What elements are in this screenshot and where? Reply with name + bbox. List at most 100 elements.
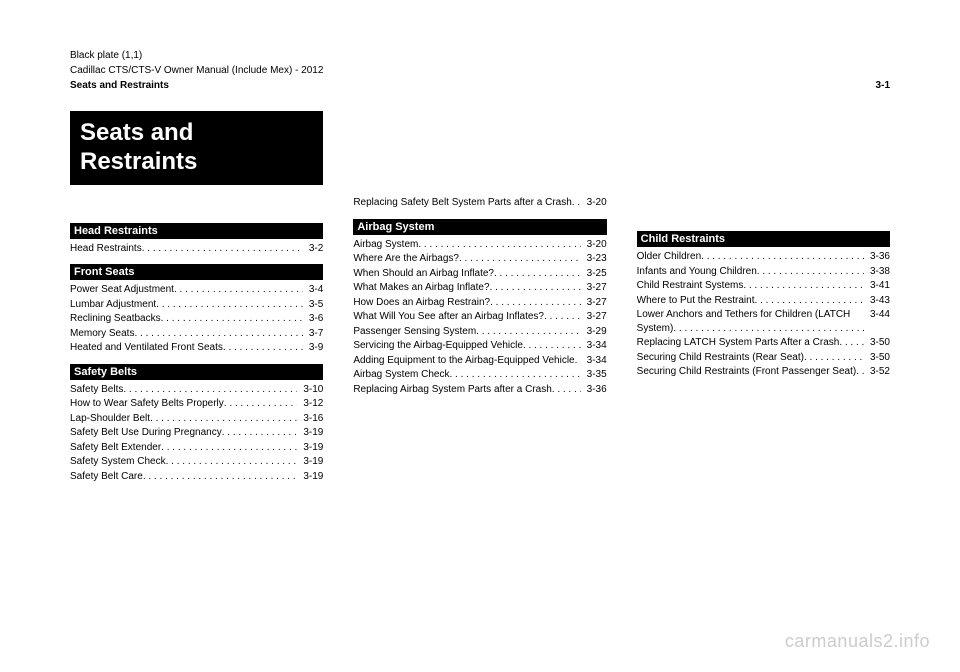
toc-item: Child Restraint Systems 3-41 bbox=[637, 279, 890, 293]
toc-label: Safety Belts bbox=[70, 383, 297, 397]
toc-item: Safety System Check 3-19 bbox=[70, 455, 323, 469]
header-right: 3-1 bbox=[876, 80, 890, 91]
toc-item: Heated and Ventilated Front Seats 3-9 bbox=[70, 341, 323, 355]
toc-page: 3-38 bbox=[864, 265, 890, 279]
toc-label: How to Wear Safety Belts Properly bbox=[70, 397, 297, 411]
toc-label: Where Are the Airbags? bbox=[353, 252, 580, 266]
toc-page: 3-34 bbox=[581, 339, 607, 353]
toc-item: Where to Put the Restraint 3-43 bbox=[637, 294, 890, 308]
toc-item: Replacing Safety Belt System Parts after… bbox=[353, 196, 606, 210]
toc-item: Memory Seats 3-7 bbox=[70, 327, 323, 341]
toc-item: Securing Child Restraints (Rear Seat) 3-… bbox=[637, 351, 890, 365]
toc-item: Lumbar Adjustment 3-5 bbox=[70, 298, 323, 312]
toc-page: 3-50 bbox=[864, 336, 890, 350]
toc-label: Older Children bbox=[637, 250, 864, 264]
section-header-child-restraints: Child Restraints bbox=[637, 231, 890, 247]
toc-page: 3-43 bbox=[864, 294, 890, 308]
chapter-title: Seats and Restraints bbox=[70, 111, 323, 185]
toc-label: Reclining Seatbacks bbox=[70, 312, 303, 326]
toc-label: Safety Belt Use During Pregnancy bbox=[70, 426, 297, 440]
toc-item: Power Seat Adjustment 3-4 bbox=[70, 283, 323, 297]
toc-label: Replacing Safety Belt System Parts after… bbox=[353, 196, 580, 210]
toc-item: Lap-Shoulder Belt 3-16 bbox=[70, 412, 323, 426]
section-header-airbag-system: Airbag System bbox=[353, 219, 606, 235]
toc-label: Where to Put the Restraint bbox=[637, 294, 864, 308]
toc-page: 3-20 bbox=[581, 196, 607, 210]
toc-item: Safety Belts 3-10 bbox=[70, 383, 323, 397]
toc-item: Head Restraints 3-2 bbox=[70, 242, 323, 256]
toc-page: 3-2 bbox=[303, 242, 323, 256]
toc-label: Adding Equipment to the Airbag-Equipped … bbox=[353, 354, 580, 368]
toc-item: What Will You See after an Airbag Inflat… bbox=[353, 310, 606, 324]
section-header-front-seats: Front Seats bbox=[70, 264, 323, 280]
toc-page: 3-19 bbox=[297, 441, 323, 455]
toc-page: 3-29 bbox=[581, 325, 607, 339]
toc-item: How to Wear Safety Belts Properly 3-12 bbox=[70, 397, 323, 411]
column-1: Seats and Restraints Head Restraints Hea… bbox=[70, 111, 323, 484]
toc-label: Memory Seats bbox=[70, 327, 303, 341]
toc-item: Passenger Sensing System 3-29 bbox=[353, 325, 606, 339]
toc-label: Lap-Shoulder Belt bbox=[70, 412, 297, 426]
toc-label: Lumbar Adjustment bbox=[70, 298, 303, 312]
toc-label: How Does an Airbag Restrain? bbox=[353, 296, 580, 310]
toc-item: Where Are the Airbags? 3-23 bbox=[353, 252, 606, 266]
column-spacer bbox=[353, 111, 606, 195]
toc-label: When Should an Airbag Inflate? bbox=[353, 267, 580, 281]
column-spacer bbox=[637, 111, 890, 195]
toc-label: Safety Belt Care bbox=[70, 470, 297, 484]
column-spacer-small bbox=[637, 195, 890, 223]
toc-label: Lower Anchors and Tethers for Children (… bbox=[637, 308, 864, 335]
toc-page: 3-5 bbox=[303, 298, 323, 312]
toc-page: 3-36 bbox=[581, 383, 607, 397]
toc-page: 3-44 bbox=[864, 308, 890, 322]
toc-label: Airbag System bbox=[353, 238, 580, 252]
toc-item: Replacing LATCH System Parts After a Cra… bbox=[637, 336, 890, 350]
toc-page: 3-34 bbox=[581, 354, 607, 368]
toc-label: What Will You See after an Airbag Inflat… bbox=[353, 310, 580, 324]
toc-page: 3-23 bbox=[581, 252, 607, 266]
toc-item: Airbag System 3-20 bbox=[353, 238, 606, 252]
toc-page: 3-27 bbox=[581, 310, 607, 324]
toc-page: 3-19 bbox=[297, 470, 323, 484]
toc-item: Securing Child Restraints (Front Passeng… bbox=[637, 365, 890, 379]
toc-label: Head Restraints bbox=[70, 242, 303, 256]
toc-page: 3-20 bbox=[581, 238, 607, 252]
toc-item: Older Children 3-36 bbox=[637, 250, 890, 264]
toc-label: Securing Child Restraints (Front Passeng… bbox=[637, 365, 864, 379]
toc-page: 3-25 bbox=[581, 267, 607, 281]
toc-item: What Makes an Airbag Inflate? 3-27 bbox=[353, 281, 606, 295]
column-2: Replacing Safety Belt System Parts after… bbox=[353, 111, 606, 484]
toc-label: Servicing the Airbag-Equipped Vehicle bbox=[353, 339, 580, 353]
toc-page: 3-10 bbox=[297, 383, 323, 397]
section-header-head-restraints: Head Restraints bbox=[70, 223, 323, 239]
toc-item: Airbag System Check 3-35 bbox=[353, 368, 606, 382]
toc-label: Infants and Young Children bbox=[637, 265, 864, 279]
toc-page: 3-9 bbox=[303, 341, 323, 355]
toc-label: Power Seat Adjustment bbox=[70, 283, 303, 297]
toc-item: When Should an Airbag Inflate? 3-25 bbox=[353, 267, 606, 281]
toc-page: 3-4 bbox=[303, 283, 323, 297]
toc-page: 3-7 bbox=[303, 327, 323, 341]
watermark: carmanuals2.info bbox=[785, 631, 930, 652]
toc-item: Lower Anchors and Tethers for Children (… bbox=[637, 308, 890, 335]
toc-page: 3-19 bbox=[297, 455, 323, 469]
toc-page: 3-27 bbox=[581, 281, 607, 295]
toc-label: What Makes an Airbag Inflate? bbox=[353, 281, 580, 295]
toc-page: 3-41 bbox=[864, 279, 890, 293]
toc-page: 3-19 bbox=[297, 426, 323, 440]
toc-label: Heated and Ventilated Front Seats bbox=[70, 341, 303, 355]
toc-item: Reclining Seatbacks 3-6 bbox=[70, 312, 323, 326]
toc-page: 3-50 bbox=[864, 351, 890, 365]
toc-page: 3-27 bbox=[581, 296, 607, 310]
toc-label: Passenger Sensing System bbox=[353, 325, 580, 339]
toc-item: Safety Belt Care 3-19 bbox=[70, 470, 323, 484]
toc-item: Infants and Young Children 3-38 bbox=[637, 265, 890, 279]
column-3: Child Restraints Older Children 3-36 Inf… bbox=[637, 111, 890, 484]
top-black-plate: Black plate (1,1) bbox=[70, 50, 890, 61]
toc-page: 3-35 bbox=[581, 368, 607, 382]
toc-label: Securing Child Restraints (Rear Seat) bbox=[637, 351, 864, 365]
toc-label: Child Restraint Systems bbox=[637, 279, 864, 293]
toc-item: Adding Equipment to the Airbag-Equipped … bbox=[353, 354, 606, 368]
toc-label: Replacing LATCH System Parts After a Cra… bbox=[637, 336, 864, 350]
toc-label: Replacing Airbag System Parts after a Cr… bbox=[353, 383, 580, 397]
